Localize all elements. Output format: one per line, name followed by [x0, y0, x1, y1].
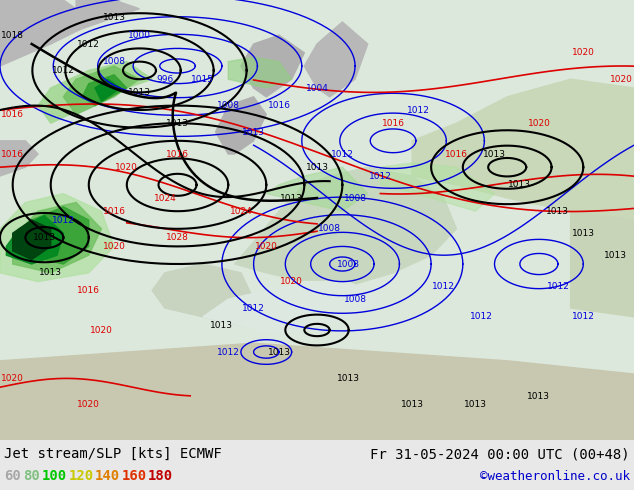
Polygon shape	[203, 282, 380, 334]
Polygon shape	[82, 75, 127, 106]
Text: 996: 996	[156, 74, 174, 84]
Text: 1012: 1012	[407, 105, 430, 115]
Text: 1020: 1020	[527, 119, 550, 128]
Text: 1016: 1016	[445, 149, 468, 158]
Polygon shape	[0, 0, 634, 440]
Text: 60: 60	[4, 469, 21, 483]
Text: 1008: 1008	[318, 224, 341, 233]
Text: 160: 160	[122, 469, 146, 483]
Text: 1012: 1012	[432, 282, 455, 291]
Polygon shape	[25, 207, 89, 264]
Polygon shape	[6, 216, 63, 264]
Polygon shape	[412, 79, 634, 220]
Text: 1020: 1020	[77, 400, 100, 409]
Text: 1013: 1013	[242, 127, 265, 137]
Text: 1016: 1016	[268, 101, 290, 110]
Text: Jet stream/SLP [kts] ECMWF: Jet stream/SLP [kts] ECMWF	[4, 447, 222, 461]
Polygon shape	[216, 97, 266, 154]
Text: 180: 180	[148, 469, 173, 483]
Text: 1024: 1024	[230, 207, 252, 216]
Text: 1012: 1012	[547, 282, 569, 291]
Text: 1013: 1013	[572, 229, 595, 238]
Text: 100: 100	[42, 469, 67, 483]
Text: 80: 80	[23, 469, 40, 483]
Text: 1013: 1013	[508, 180, 531, 189]
Text: 1024: 1024	[153, 194, 176, 202]
Text: 1012: 1012	[572, 312, 595, 321]
Text: 1013: 1013	[39, 269, 62, 277]
Polygon shape	[0, 343, 634, 440]
Text: 1013: 1013	[268, 347, 290, 357]
Polygon shape	[266, 167, 368, 211]
Text: 1013: 1013	[128, 88, 151, 97]
Text: 1013: 1013	[337, 374, 360, 383]
Text: 1016: 1016	[166, 149, 189, 158]
Text: 1020: 1020	[280, 277, 303, 286]
Text: 1008: 1008	[344, 194, 366, 202]
Text: 1004: 1004	[306, 83, 328, 93]
Polygon shape	[380, 163, 495, 211]
Text: 120: 120	[68, 469, 94, 483]
Polygon shape	[95, 79, 120, 101]
Text: 1008: 1008	[337, 260, 360, 269]
Polygon shape	[304, 22, 368, 97]
Text: 1000: 1000	[128, 31, 151, 40]
Polygon shape	[571, 211, 634, 317]
Text: 1018: 1018	[1, 31, 24, 40]
Text: ©weatheronline.co.uk: ©weatheronline.co.uk	[480, 469, 630, 483]
Text: 140: 140	[95, 469, 120, 483]
Text: 1012: 1012	[217, 347, 240, 357]
Text: 1013: 1013	[280, 194, 303, 202]
Polygon shape	[76, 0, 139, 31]
Text: 1013: 1013	[401, 400, 424, 409]
Text: 1016: 1016	[1, 149, 24, 158]
Polygon shape	[0, 194, 114, 282]
Text: 1012: 1012	[77, 40, 100, 49]
Text: Fr 31-05-2024 00:00 UTC (00+48): Fr 31-05-2024 00:00 UTC (00+48)	[370, 447, 630, 461]
Text: 1013: 1013	[306, 163, 328, 172]
Polygon shape	[13, 202, 101, 273]
Text: 1012: 1012	[369, 172, 392, 180]
Text: 1012: 1012	[470, 312, 493, 321]
Text: 1013: 1013	[464, 400, 487, 409]
Text: 1013: 1013	[166, 119, 189, 128]
Text: 1016: 1016	[382, 119, 404, 128]
Polygon shape	[38, 62, 152, 123]
Text: 1012: 1012	[52, 66, 75, 75]
Text: 1008: 1008	[103, 57, 126, 66]
Text: 1012: 1012	[52, 216, 75, 224]
Text: 1016: 1016	[77, 286, 100, 295]
Text: 1020: 1020	[1, 374, 24, 383]
Text: 1016: 1016	[1, 110, 24, 119]
Text: 1020: 1020	[115, 163, 138, 172]
Text: 1020: 1020	[255, 242, 278, 251]
Text: 1013: 1013	[103, 13, 126, 22]
Text: 1013: 1013	[547, 207, 569, 216]
Polygon shape	[0, 0, 95, 66]
Text: 1020: 1020	[103, 242, 126, 251]
Text: 1013: 1013	[33, 233, 56, 242]
Polygon shape	[0, 141, 38, 176]
Polygon shape	[235, 167, 456, 286]
Text: 1008: 1008	[344, 294, 366, 304]
Text: 1012: 1012	[242, 303, 265, 313]
Text: 1008: 1008	[217, 101, 240, 110]
Text: 1013: 1013	[604, 251, 626, 260]
Text: 1013: 1013	[483, 149, 506, 158]
Text: 1012: 1012	[331, 149, 354, 158]
Polygon shape	[228, 57, 292, 88]
Text: 1016: 1016	[103, 207, 126, 216]
Polygon shape	[63, 66, 139, 114]
Text: 1015: 1015	[191, 74, 214, 84]
Text: 1020: 1020	[90, 325, 113, 335]
Text: 1020: 1020	[610, 74, 633, 84]
Text: 1013: 1013	[210, 321, 233, 330]
Polygon shape	[13, 220, 51, 260]
Text: 1028: 1028	[166, 233, 189, 242]
Text: 1020: 1020	[572, 49, 595, 57]
Polygon shape	[241, 35, 304, 97]
Polygon shape	[152, 264, 254, 326]
Text: 1013: 1013	[527, 392, 550, 400]
